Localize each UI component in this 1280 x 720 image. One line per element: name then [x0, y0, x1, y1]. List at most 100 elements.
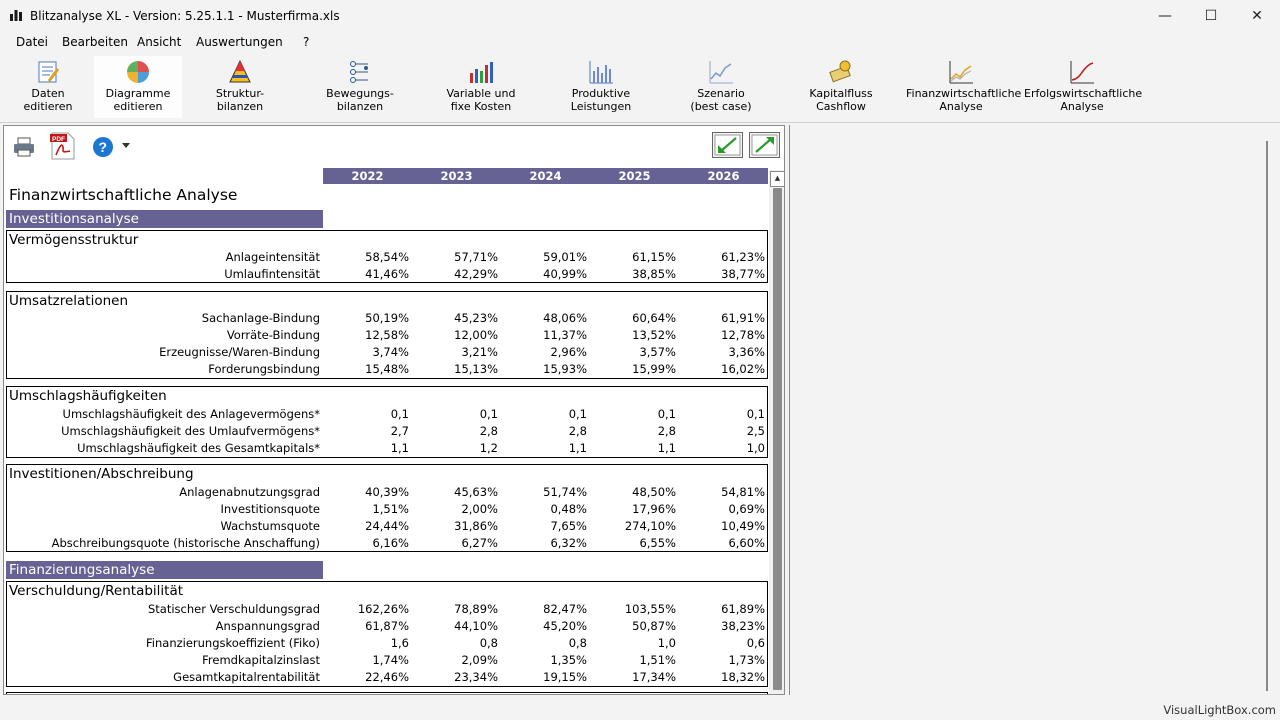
expand-icon[interactable] — [749, 132, 780, 158]
variable-fixe-kosten-button[interactable]: Variable und fixe Kosten — [437, 56, 525, 118]
row-value: 61,15% — [632, 250, 676, 264]
row-value: 42,29% — [454, 267, 498, 281]
row-label: Statischer Verschuldungsgrad — [147, 602, 320, 616]
close-button[interactable]: ✕ — [1234, 0, 1280, 32]
row-value: 50,87% — [632, 619, 676, 633]
row-value: 1,74% — [372, 653, 409, 667]
help-icon[interactable]: ? — [92, 136, 114, 158]
row-value: 45,20% — [543, 619, 587, 633]
watermark-text: VisualLightBox.com — [1163, 703, 1276, 717]
sheet-toolbar: PDF ? — [4, 126, 784, 168]
maximize-button[interactable]: ☐ — [1188, 0, 1234, 32]
table-row: Umlaufintensität 41,46% 42,29% 40,99% 38… — [7, 266, 767, 283]
row-value: 17,34% — [632, 670, 676, 684]
menu-ansicht[interactable]: Ansicht — [137, 35, 182, 49]
row-value: 48,50% — [632, 485, 676, 499]
row-value: 2,00% — [461, 502, 498, 516]
toolbar-label: Erfolgswirtschaftliche Analyse — [1024, 87, 1143, 113]
group-umsatzrelationen: Umsatzrelationen Sachanlage-Bindung 50,1… — [6, 291, 768, 379]
collapse-icon[interactable] — [712, 132, 743, 158]
window-title: Blitzanalyse XL - Version: 5.25.1.1 - Mu… — [30, 9, 340, 23]
toolbar-label: Szenario (best case) — [690, 87, 752, 113]
scroll-up-icon[interactable]: ▲ — [770, 171, 784, 187]
row-label: Anlageintensität — [225, 250, 320, 264]
menu-bearbeiten[interactable]: Bearbeiten — [62, 35, 128, 49]
row-value: 0,69% — [728, 502, 765, 516]
row-value: 61,23% — [721, 250, 765, 264]
sheet-scrollbar[interactable]: ▲ — [769, 170, 784, 694]
menu-datei[interactable]: Datei — [16, 35, 49, 49]
year-header-row: 2022 2023 2024 2025 2026 — [323, 168, 768, 184]
row-value: 59,01% — [543, 250, 587, 264]
table-row: Abschreibungsquote (historische Anschaff… — [7, 535, 767, 552]
chevron-down-icon[interactable] — [122, 143, 130, 149]
row-value: 15,13% — [454, 362, 498, 376]
row-value: 1,6 — [390, 636, 409, 650]
menu-help[interactable]: ? — [303, 35, 310, 49]
row-value: 24,44% — [365, 519, 409, 533]
menu-auswertungen[interactable]: Auswertungen — [196, 35, 283, 49]
row-value: 58,54% — [365, 250, 409, 264]
title-bar: Blitzanalyse XL - Version: 5.25.1.1 - Mu… — [0, 0, 1280, 32]
scrollbar-thumb[interactable] — [773, 188, 782, 690]
row-value: 12,00% — [454, 328, 498, 342]
erfolgswirtschaftliche-analyse-button[interactable]: Erfolgswirtschaftliche Analyse — [1024, 56, 1143, 118]
minimize-button[interactable]: — — [1142, 0, 1188, 32]
table-row: Erzeugnisse/Waren-Bindung 3,74% 3,21% 2,… — [7, 344, 767, 361]
structure-balance-icon — [229, 59, 251, 83]
row-value: 0,8 — [568, 636, 587, 650]
year-header: 2023 — [440, 169, 473, 183]
row-value: 61,91% — [721, 311, 765, 325]
toolbar: Daten editieren Diagramme editieren Stru… — [0, 54, 1280, 123]
toolbar-label: Bewegungs- bilanzen — [326, 87, 394, 113]
table-row: Forderungsbindung 15,48% 15,13% 15,93% 1… — [7, 361, 767, 378]
group-umschlagshaeufigkeiten: Umschlagshäufigkeiten Umschlagshäufigkei… — [6, 386, 768, 458]
toolbar-label: Finanzwirtschaftliche Analyse — [906, 87, 1022, 113]
szenario-button[interactable]: Szenario (best case) — [677, 56, 765, 118]
table-row: Sachanlage-Bindung 50,19% 45,23% 48,06% … — [7, 310, 767, 327]
bewegungsbilanzen-button[interactable]: Bewegungs- bilanzen — [316, 56, 404, 118]
table-row: Anspannungsgrad 61,87% 44,10% 45,20% 50,… — [7, 618, 767, 635]
row-value: 1,1 — [390, 441, 409, 455]
year-header: 2024 — [529, 169, 562, 183]
group-title: Verschuldung/Rentabilität — [9, 583, 184, 599]
row-value: 61,89% — [721, 602, 765, 616]
diagramme-editieren-button[interactable]: Diagramme editieren — [94, 56, 182, 118]
strukturbilanzen-button[interactable]: Struktur- bilanzen — [196, 56, 284, 118]
row-value: 0,1 — [746, 407, 765, 421]
maximize-icon: ☐ — [1204, 8, 1218, 24]
pdf-icon[interactable]: PDF — [48, 131, 78, 161]
daten-editieren-button[interactable]: Daten editieren — [4, 56, 92, 118]
row-label: Umschlagshäufigkeit des Anlagevermögens* — [62, 407, 320, 421]
group-title: Umschlagshäufigkeiten — [9, 388, 167, 404]
row-value: 1,2 — [479, 441, 498, 455]
row-label: Erzeugnisse/Waren-Bindung — [159, 345, 320, 359]
row-value: 1,0 — [746, 441, 765, 455]
row-value: 1,1 — [657, 441, 676, 455]
row-label: Abschreibungsquote (historische Anschaff… — [51, 536, 320, 550]
row-value: 60,64% — [632, 311, 676, 325]
table-row: Umschlagshäufigkeit des Anlagevermögens*… — [7, 406, 767, 423]
row-value: 16,02% — [721, 362, 765, 376]
row-value: 7,65% — [550, 519, 587, 533]
row-value: 22,46% — [365, 670, 409, 684]
row-value: 1,51% — [639, 653, 676, 667]
produktive-leistungen-button[interactable]: Produktive Leistungen — [557, 56, 645, 118]
kapitalfluss-button[interactable]: Kapitalfluss Cashflow — [797, 56, 885, 118]
row-value: 2,8 — [479, 424, 498, 438]
printer-icon[interactable] — [12, 135, 36, 159]
row-value: 78,89% — [454, 602, 498, 616]
row-value: 6,27% — [461, 536, 498, 550]
row-value: 2,8 — [568, 424, 587, 438]
row-value: 44,10% — [454, 619, 498, 633]
row-value: 51,74% — [543, 485, 587, 499]
page-title: Finanzwirtschaftliche Analyse — [9, 186, 238, 204]
row-label: Gesamtkapitalrentabilität — [173, 670, 320, 684]
row-value: 6,55% — [639, 536, 676, 550]
row-value: 38,23% — [721, 619, 765, 633]
close-icon: ✕ — [1251, 8, 1263, 24]
svg-text:?: ? — [99, 139, 108, 155]
row-value: 40,39% — [365, 485, 409, 499]
finanzwirtschaftliche-analyse-button[interactable]: Finanzwirtschaftliche Analyse — [906, 56, 1022, 118]
right-scrollbar[interactable] — [1266, 141, 1268, 691]
